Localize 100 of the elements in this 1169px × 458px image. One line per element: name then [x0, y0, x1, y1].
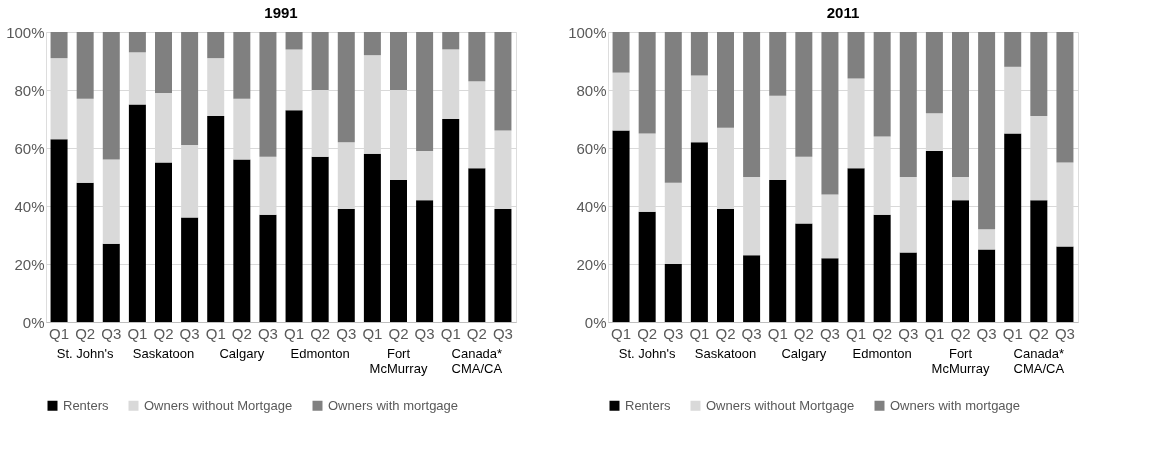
- legend-label: Owners with mortgage: [890, 397, 1021, 413]
- bar: [416, 32, 434, 151]
- bar: [612, 130, 630, 322]
- bar: [1056, 246, 1074, 322]
- bar: [363, 32, 381, 56]
- text: Calgary: [219, 346, 265, 361]
- x-tick-label: Q3: [898, 324, 919, 342]
- bar: [795, 223, 813, 322]
- bar: [155, 162, 172, 322]
- x-tick-label: Q1: [924, 324, 945, 342]
- bar: [821, 258, 839, 322]
- bar: [664, 264, 682, 322]
- x-tick-label: Q2: [637, 324, 658, 342]
- bar: [847, 32, 865, 79]
- x-tick-label: Q3: [741, 324, 762, 342]
- bar: [468, 32, 486, 82]
- bar: [259, 32, 277, 157]
- legend-label: Renters: [625, 397, 672, 413]
- bar: [952, 200, 969, 322]
- bar: [416, 150, 434, 201]
- legend-label: Owners with mortgage: [328, 397, 459, 413]
- x-tick-label: Q3: [492, 324, 513, 342]
- chart-title: 1991: [264, 4, 298, 21]
- x-tick-label: Q2: [75, 324, 96, 342]
- x-tick-label: Q1: [127, 324, 148, 342]
- bar: [76, 182, 94, 322]
- x-tick-label: Q3: [414, 324, 435, 342]
- bar: [337, 32, 355, 143]
- bar: [285, 110, 303, 322]
- y-tick-label: 80%: [14, 81, 45, 99]
- legend-label: Owners without Mortgage: [144, 397, 293, 413]
- x-tick-label: Q2: [310, 324, 331, 342]
- x-tick-label: Q1: [846, 324, 867, 342]
- x-tick-label: Q3: [257, 324, 278, 342]
- y-tick-label: 0%: [22, 313, 45, 331]
- text: St. John's: [618, 346, 676, 361]
- x-tick-label: Q2: [872, 324, 893, 342]
- x-tick-label: Q3: [179, 324, 200, 342]
- y-tick-label: 0%: [584, 313, 607, 331]
- bar: [978, 32, 996, 230]
- text: Calgary: [781, 346, 827, 361]
- text: Edmonton: [852, 346, 912, 361]
- bar: [233, 159, 251, 322]
- bar: [390, 32, 407, 90]
- y-tick-label: 60%: [576, 139, 607, 157]
- y-tick-label: 40%: [576, 197, 607, 215]
- bar: [978, 229, 996, 250]
- y-tick-label: 40%: [14, 197, 45, 215]
- bar: [743, 32, 761, 177]
- bar: [899, 32, 917, 177]
- bar: [664, 32, 682, 183]
- x-tick-label: Q3: [976, 324, 997, 342]
- bar: [494, 208, 512, 322]
- x-tick-label: Q2: [950, 324, 971, 342]
- text: Saskatoon: [132, 346, 195, 361]
- bar: [821, 32, 839, 195]
- bar: [717, 208, 734, 322]
- bar: [390, 179, 407, 322]
- x-tick-label: Q1: [611, 324, 632, 342]
- x-tick-label: Q3: [663, 324, 684, 342]
- bar: [181, 32, 199, 146]
- bar: [363, 153, 381, 322]
- bar: [494, 32, 512, 131]
- text: Edmonton: [290, 346, 350, 361]
- bar: [873, 214, 891, 322]
- text: Canada* CMA/CA: [1013, 346, 1065, 376]
- x-tick-label: Q1: [284, 324, 305, 342]
- bar: [468, 168, 486, 322]
- x-tick-label: Q1: [49, 324, 70, 342]
- bar: [155, 32, 172, 93]
- bar: [899, 252, 917, 322]
- text: Fort McMurray: [369, 346, 428, 376]
- x-tick-label: Q2: [231, 324, 252, 342]
- bar: [1030, 200, 1048, 322]
- bar: [743, 255, 761, 322]
- x-tick-label: Q3: [336, 324, 357, 342]
- bar: [638, 32, 656, 134]
- x-tick-label: Q3: [819, 324, 840, 342]
- bar: [873, 32, 891, 137]
- bar: [925, 150, 943, 322]
- bar: [442, 32, 460, 50]
- y-tick-label: 80%: [576, 81, 607, 99]
- bar: [102, 32, 120, 160]
- bar: [952, 177, 969, 201]
- text: St. John's: [56, 346, 114, 361]
- bar: [102, 243, 120, 322]
- y-tick-label: 20%: [14, 255, 45, 273]
- bar: [207, 32, 225, 59]
- bar: [128, 32, 146, 53]
- bar: [690, 32, 708, 76]
- text: Saskatoon: [694, 346, 757, 361]
- bar: [795, 32, 813, 157]
- x-tick-label: Q1: [205, 324, 226, 342]
- x-tick-label: Q2: [153, 324, 174, 342]
- bar: [717, 32, 734, 128]
- bar: [50, 32, 68, 59]
- chart-title: 2011: [826, 4, 860, 21]
- text: Canada* CMA/CA: [451, 346, 503, 376]
- bar: [416, 200, 434, 322]
- bar: [690, 142, 708, 322]
